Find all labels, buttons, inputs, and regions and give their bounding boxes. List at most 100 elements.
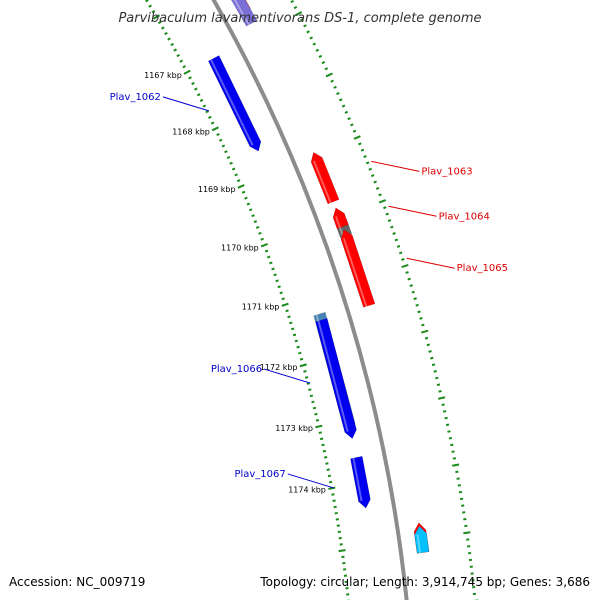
scale-tick-outer bbox=[451, 450, 455, 453]
scale-tick-outer bbox=[312, 42, 317, 46]
scale-tick-outer bbox=[447, 430, 451, 433]
scale-tick-outer bbox=[373, 180, 377, 184]
scale-tick-outer bbox=[445, 423, 450, 427]
scale-tick-inner bbox=[328, 480, 333, 484]
scale-tick-outer bbox=[352, 129, 357, 133]
scale-tick-outer bbox=[458, 490, 463, 494]
scale-tick-inner bbox=[322, 449, 327, 453]
gene-arrow[interactable] bbox=[350, 455, 371, 509]
scale-tick-inner bbox=[314, 412, 318, 416]
scale-tick-inner bbox=[309, 394, 314, 398]
scale-tick-inner bbox=[277, 285, 281, 289]
gene-label[interactable]: Plav_1066 bbox=[211, 364, 262, 375]
scale-tick-outer bbox=[424, 336, 429, 340]
scale-tick-outer bbox=[370, 174, 375, 178]
scale-tick-label: 1171 kbp bbox=[242, 303, 280, 312]
scale-tick-outer bbox=[436, 383, 441, 387]
scale-tick-outer bbox=[392, 232, 396, 235]
scale-tick-inner bbox=[231, 167, 236, 171]
scale-tick-inner bbox=[319, 437, 324, 441]
scale-tick-outer bbox=[444, 416, 448, 420]
gene-leader-line bbox=[388, 205, 437, 217]
scale-tick-outer bbox=[378, 193, 382, 197]
gene-label[interactable]: Plav_1063 bbox=[421, 166, 472, 177]
scale-tick-inner bbox=[210, 121, 215, 125]
gene-highlight bbox=[334, 216, 341, 229]
scale-tick-inner bbox=[321, 443, 325, 447]
scale-tick-outer bbox=[441, 403, 445, 407]
scale-tick-outer bbox=[430, 356, 434, 360]
scale-tick-inner bbox=[236, 179, 241, 183]
gene-label[interactable]: Plav_1062 bbox=[110, 92, 161, 103]
scale-tick-outer bbox=[452, 463, 460, 467]
scale-tick-inner bbox=[145, 0, 149, 3]
scale-tick-inner bbox=[285, 309, 289, 313]
scale-tick-outer bbox=[442, 410, 447, 413]
scale-tick-inner bbox=[296, 345, 300, 349]
gene-arrow[interactable] bbox=[201, 0, 258, 27]
gene-label[interactable]: Plav_1064 bbox=[439, 211, 490, 222]
scale-tick-inner bbox=[318, 431, 322, 434]
scale-tick-outer bbox=[290, 0, 294, 4]
scale-tick-outer bbox=[353, 135, 361, 140]
scale-tick-outer bbox=[411, 290, 415, 294]
scale-tick-inner bbox=[258, 231, 262, 235]
scale-tick-outer bbox=[448, 436, 453, 440]
gene-label[interactable]: Plav_1065 bbox=[457, 263, 508, 274]
scale-tick-inner bbox=[304, 376, 309, 379]
scale-tick-inner bbox=[323, 456, 328, 459]
scale-tick-inner bbox=[151, 9, 156, 14]
scale-tick-outer bbox=[413, 297, 417, 301]
gene-arrow[interactable] bbox=[315, 318, 357, 439]
scale-tick-outer bbox=[306, 30, 310, 34]
gene-highlight bbox=[210, 59, 254, 146]
scale-tick-outer bbox=[336, 92, 340, 96]
scale-tick-inner bbox=[164, 31, 168, 36]
genome-summary: Topology: circular; Length: 3,914,745 bp… bbox=[259, 575, 590, 589]
scale-tick-outer bbox=[324, 67, 329, 71]
scale-tick-inner bbox=[326, 468, 330, 471]
scale-tick-inner bbox=[255, 225, 260, 229]
scale-tick-inner bbox=[315, 419, 320, 422]
scale-tick-inner bbox=[306, 382, 310, 385]
gene-arrow[interactable] bbox=[310, 151, 340, 205]
scale-tick-inner bbox=[338, 549, 346, 553]
scale-tick-inner bbox=[281, 297, 285, 301]
scale-tick-outer bbox=[309, 36, 313, 40]
scale-tick-outer bbox=[385, 212, 389, 216]
scale-tick-outer bbox=[431, 363, 436, 367]
scale-tick-inner bbox=[237, 184, 245, 189]
scale-tick-outer bbox=[401, 263, 409, 269]
scale-tick-label: 1173 kbp bbox=[275, 424, 313, 433]
scale-tick-outer bbox=[293, 5, 298, 10]
scale-tick-inner bbox=[234, 173, 238, 177]
scale-tick-inner bbox=[312, 406, 317, 410]
scale-tick-inner bbox=[199, 98, 204, 102]
gene-label[interactable]: Plav_1067 bbox=[234, 469, 285, 480]
scale-tick-inner bbox=[196, 93, 201, 97]
scale-tick-inner bbox=[298, 351, 302, 355]
scale-tick-inner bbox=[332, 499, 336, 502]
scale-tick-inner bbox=[271, 267, 275, 271]
scale-tick-inner bbox=[218, 138, 223, 142]
gene-arrow[interactable] bbox=[340, 229, 376, 308]
scale-tick-outer bbox=[295, 11, 303, 17]
scale-tick-outer bbox=[363, 155, 367, 159]
scale-tick-inner bbox=[226, 155, 231, 160]
gene-arrow[interactable] bbox=[414, 525, 430, 554]
scale-tick-inner bbox=[328, 486, 336, 490]
gene-arrow[interactable] bbox=[332, 207, 349, 230]
scale-tick-outer bbox=[409, 284, 413, 287]
scale-tick-outer bbox=[417, 310, 421, 314]
scale-tick-inner bbox=[224, 150, 228, 154]
gene-highlight bbox=[233, 0, 250, 26]
scale-tick-inner bbox=[173, 48, 177, 52]
scale-tick-outer bbox=[375, 186, 380, 190]
accession-text: Accession: NC_009719 bbox=[9, 575, 145, 589]
gene-arrow[interactable] bbox=[208, 55, 262, 152]
scale-tick-outer bbox=[321, 61, 326, 65]
scale-tick-outer bbox=[303, 24, 307, 28]
scale-tick-outer bbox=[341, 104, 346, 108]
scale-tick-inner bbox=[244, 196, 248, 200]
scale-tick-inner bbox=[287, 315, 291, 319]
